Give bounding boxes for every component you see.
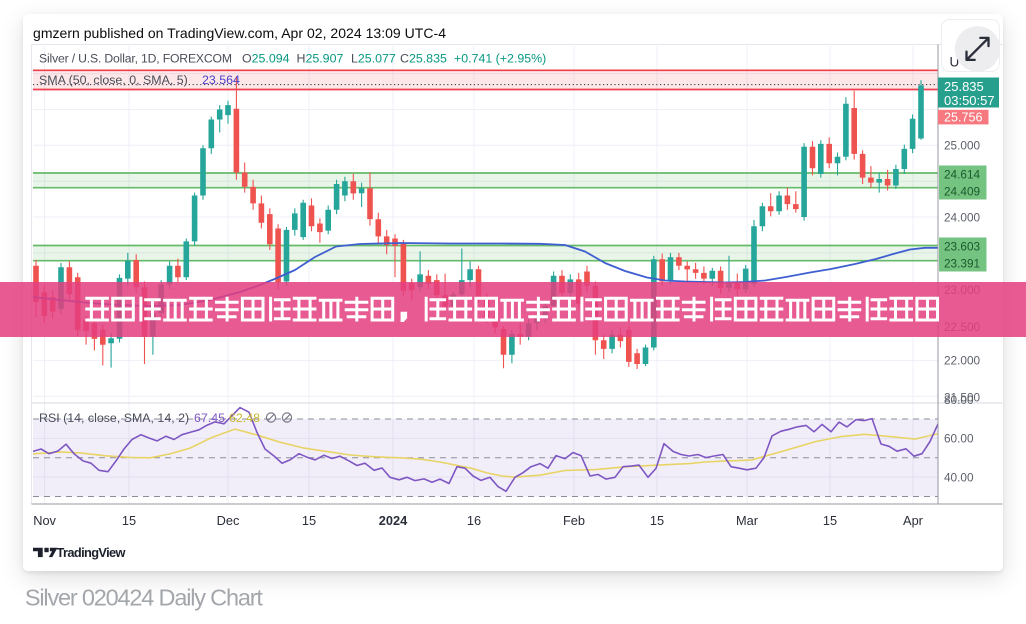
svg-text:O25.094: O25.094 [242, 52, 290, 66]
svg-text:Feb: Feb [563, 513, 585, 528]
svg-text:03:50:57: 03:50:57 [944, 93, 995, 108]
svg-text:24.409: 24.409 [944, 184, 980, 198]
svg-text:62.48: 62.48 [229, 411, 260, 425]
svg-text:22.000: 22.000 [944, 354, 981, 368]
svg-text:23.391: 23.391 [944, 256, 980, 270]
svg-text:23.603: 23.603 [944, 239, 981, 253]
svg-text:25.835: 25.835 [944, 79, 984, 94]
svg-text:TradingView: TradingView [57, 545, 126, 560]
svg-text:Apr: Apr [903, 513, 924, 528]
svg-text:24.614: 24.614 [944, 167, 981, 181]
svg-text:21.500: 21.500 [944, 390, 981, 404]
svg-text:40.00: 40.00 [944, 470, 974, 484]
svg-text:80.00: 80.00 [944, 393, 974, 407]
svg-text:Nov: Nov [33, 513, 56, 528]
svg-text:L25.077: L25.077 [351, 52, 396, 66]
svg-text:Mar: Mar [736, 513, 759, 528]
svg-text:2024: 2024 [379, 513, 408, 528]
svg-text:25.756: 25.756 [944, 111, 983, 125]
svg-text:24.000: 24.000 [944, 211, 981, 225]
svg-text:15: 15 [823, 513, 837, 528]
svg-text:H25.907: H25.907 [297, 52, 344, 66]
svg-text:67.45: 67.45 [194, 411, 225, 425]
svg-text:C25.835: C25.835 [400, 52, 447, 66]
svg-text:U: U [950, 55, 960, 70]
svg-text:23.564: 23.564 [202, 73, 240, 87]
svg-text:Dec: Dec [217, 513, 240, 528]
svg-text:15: 15 [302, 513, 316, 528]
svg-text:15: 15 [650, 513, 664, 528]
svg-text:RSI (14, close, SMA, 14, 2): RSI (14, close, SMA, 14, 2) [39, 411, 189, 425]
svg-text:Silver 020424 Daily Chart: Silver 020424 Daily Chart [25, 585, 263, 611]
svg-text:gmzern published on TradingVie: gmzern published on TradingView.com, Apr… [33, 25, 446, 41]
svg-text:60.00: 60.00 [944, 432, 974, 446]
svg-text:25.000: 25.000 [944, 139, 981, 153]
svg-text:15: 15 [122, 513, 136, 528]
svg-text:+0.741 (+2.95%): +0.741 (+2.95%) [454, 52, 546, 66]
svg-text:16: 16 [467, 513, 481, 528]
svg-text:SMA (50, close, 0, SMA, 5): SMA (50, close, 0, SMA, 5) [39, 73, 188, 87]
svg-text:Silver / U.S. Dollar, 1D, FORE: Silver / U.S. Dollar, 1D, FOREXCOM [39, 52, 232, 66]
